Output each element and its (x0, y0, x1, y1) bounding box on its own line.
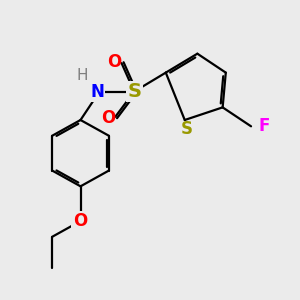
Text: N: N (90, 82, 104, 100)
Text: O: O (107, 52, 122, 70)
Text: S: S (128, 82, 142, 101)
Text: H: H (76, 68, 88, 83)
Text: O: O (73, 212, 87, 230)
Text: O: O (101, 110, 116, 128)
Text: S: S (180, 120, 192, 138)
Text: F: F (258, 117, 269, 135)
